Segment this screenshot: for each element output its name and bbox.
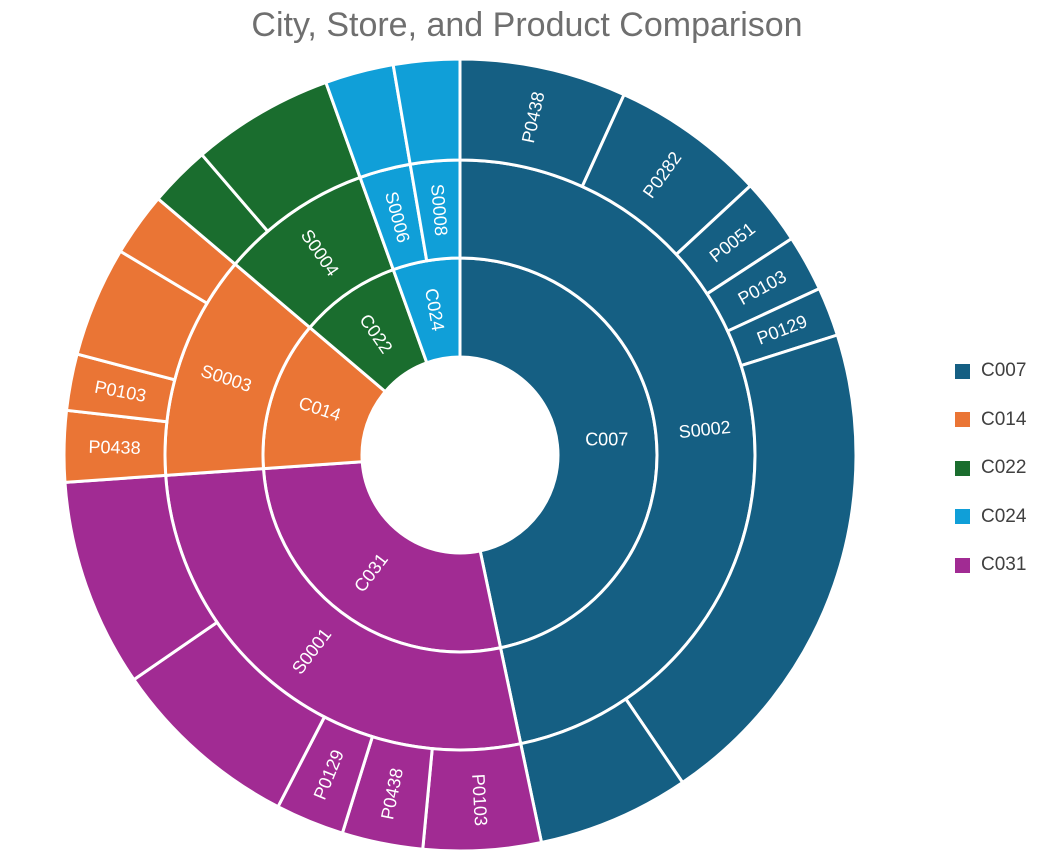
- product-label-7: P0103: [468, 773, 491, 826]
- legend-label: C022: [981, 457, 1027, 479]
- legend-item-c031: C031: [955, 541, 1026, 590]
- city-label-0: C007: [585, 430, 628, 450]
- legend-swatch: [955, 509, 970, 525]
- legend-label: C024: [981, 505, 1027, 527]
- legend-label: C014: [981, 408, 1027, 430]
- store-label-5: S0008: [427, 183, 451, 237]
- legend-item-c007: C007: [955, 347, 1026, 396]
- legend-label: C007: [981, 360, 1027, 382]
- product-segment-19: [391, 57, 462, 166]
- product-label-12: P0438: [88, 437, 141, 458]
- chart-title: City, Store, and Product Comparison: [251, 6, 803, 44]
- legend-item-c022: C022: [955, 444, 1026, 493]
- legend-swatch: [955, 412, 970, 428]
- chart-legend: C007 C014 C022 C024 C031: [955, 347, 1026, 590]
- legend-item-c024: C024: [955, 493, 1026, 542]
- legend-label: C031: [981, 554, 1027, 576]
- legend-swatch: [955, 363, 970, 379]
- legend-item-c014: C014: [955, 396, 1026, 445]
- legend-swatch: [955, 557, 970, 573]
- legend-swatch: [955, 460, 970, 476]
